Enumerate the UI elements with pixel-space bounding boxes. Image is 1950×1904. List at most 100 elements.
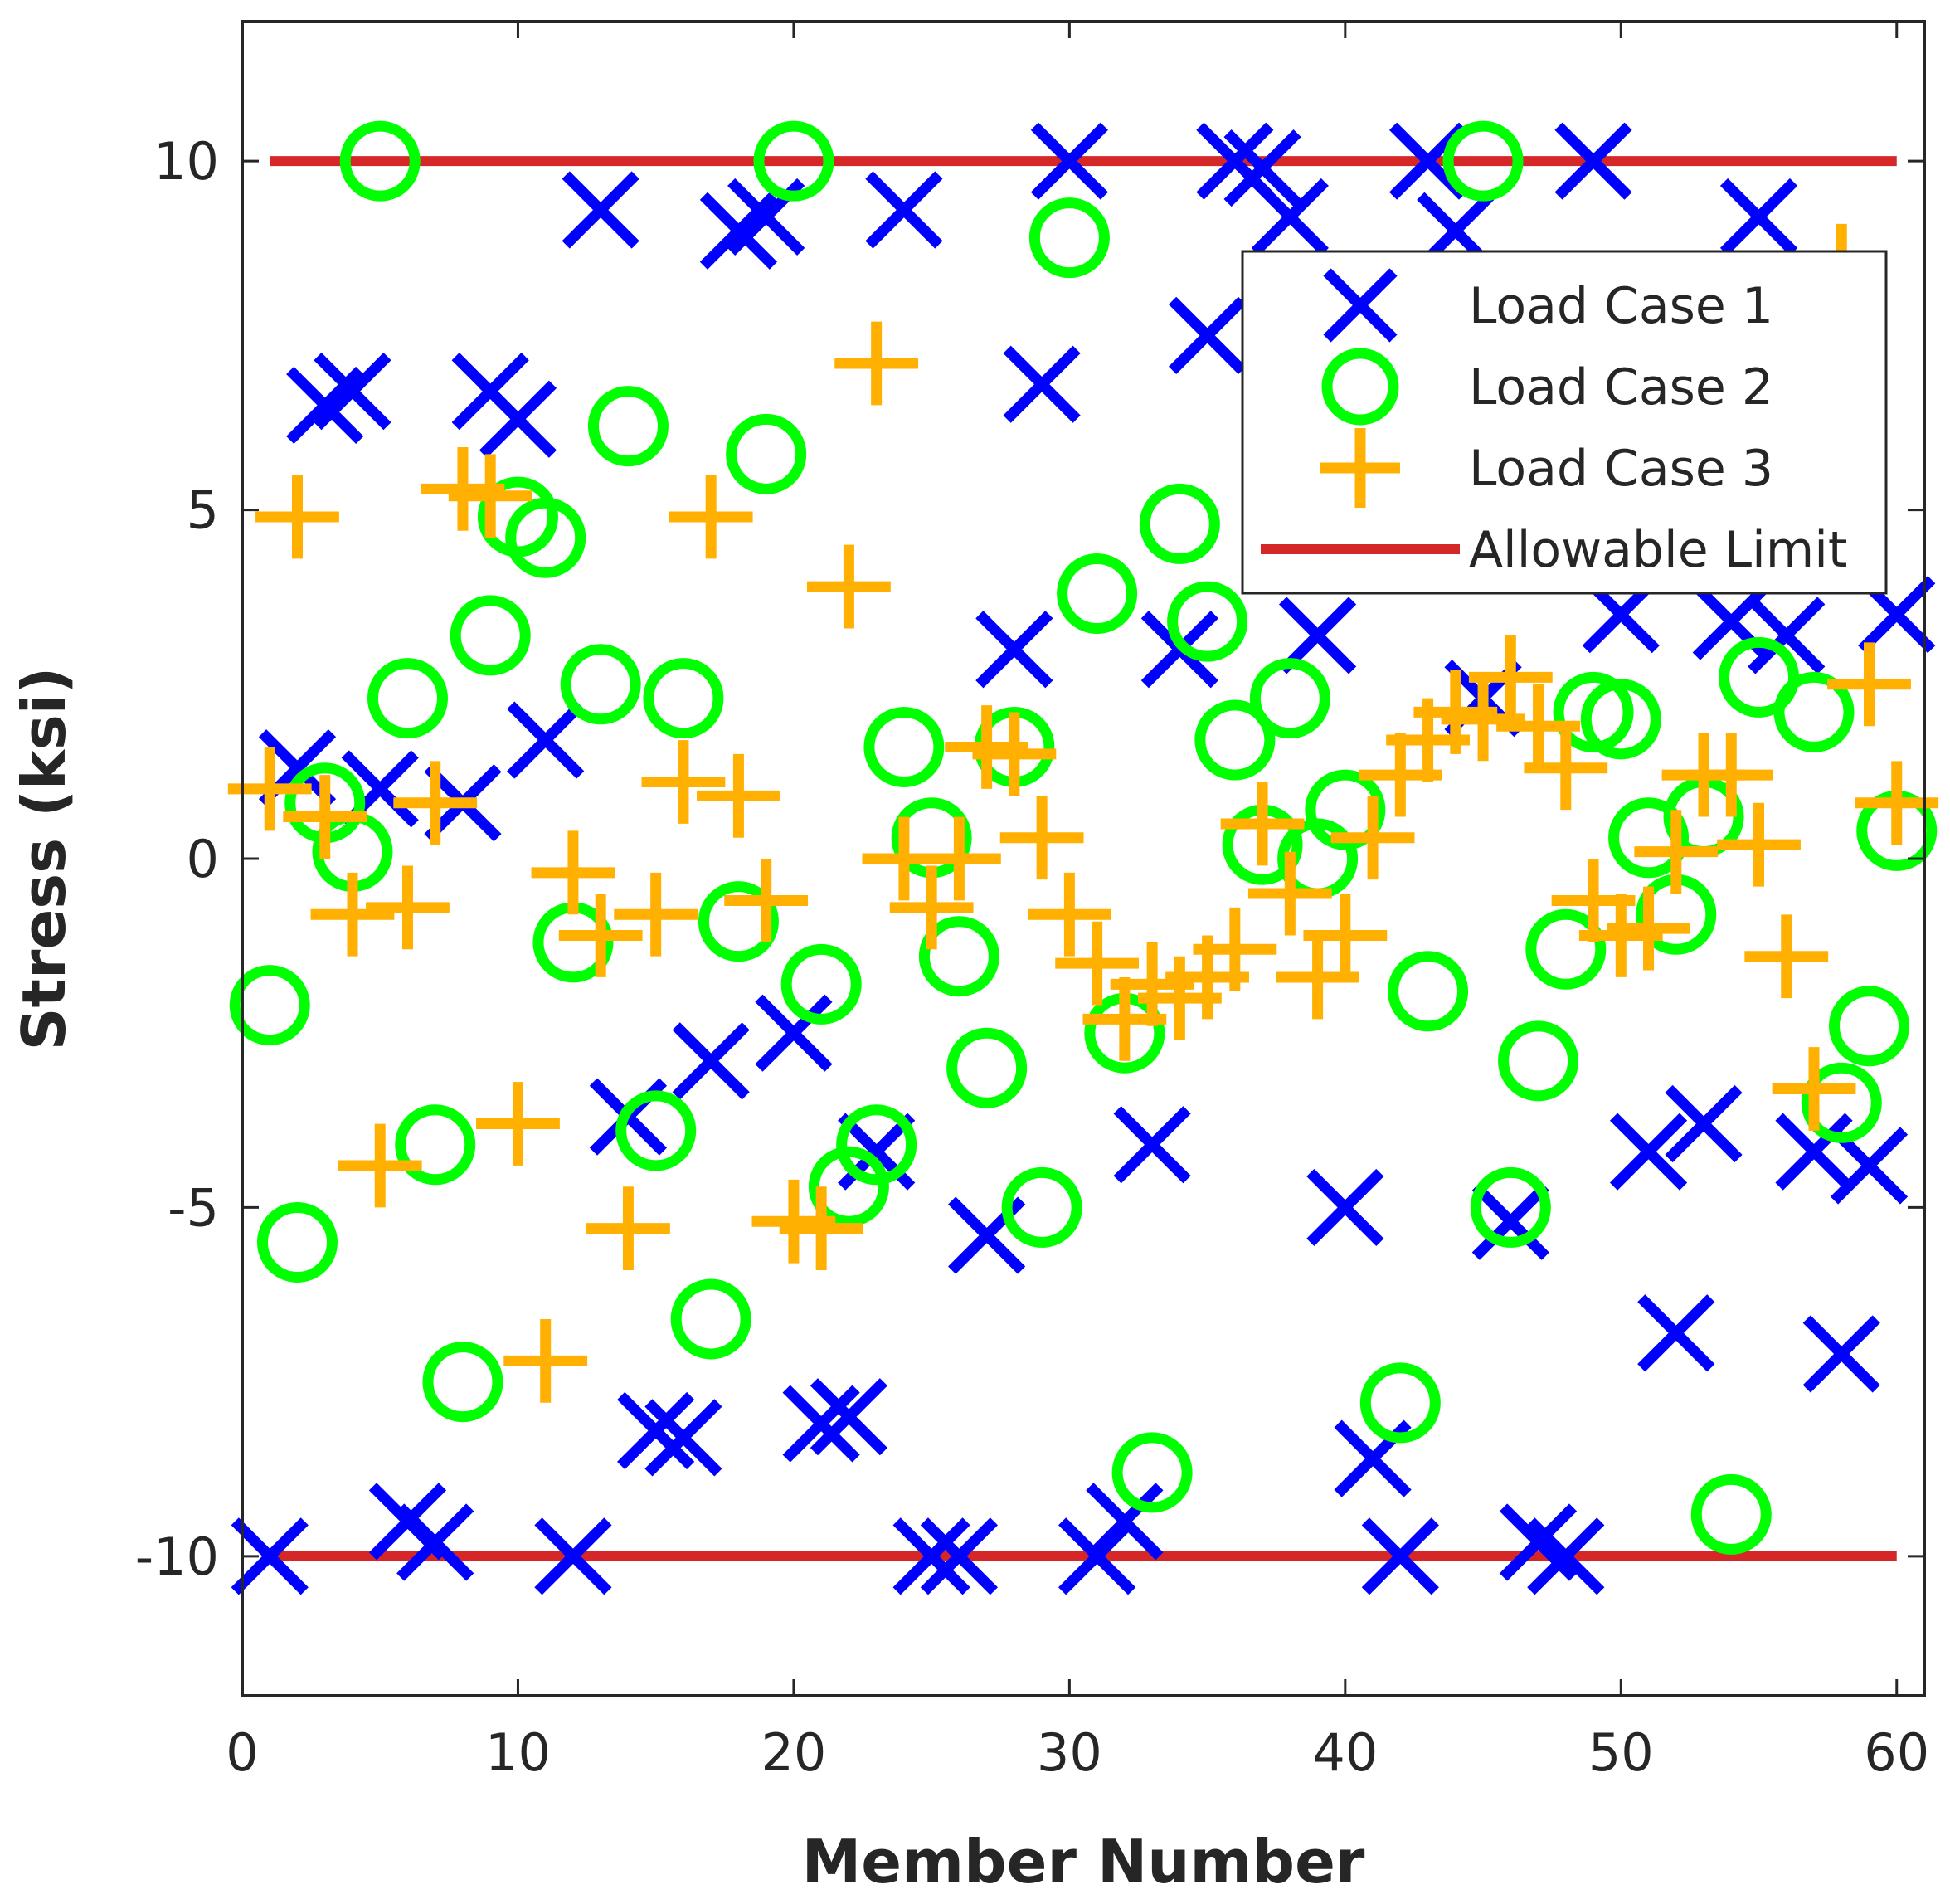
marker-load-case-2-member-57: [1773, 671, 1855, 752]
marker-load-case-2-member-51: [1608, 797, 1690, 879]
allowable-limit-lines: [270, 156, 1897, 1561]
marker-load-case-3-member-3: [283, 775, 367, 859]
marker-load-case-1-member-52: [1637, 1294, 1715, 1372]
x-tick-label: 50: [1588, 1722, 1654, 1783]
marker-load-case-1-member-35: [1169, 296, 1247, 374]
marker-load-case-3-member-54: [1689, 733, 1773, 817]
marker-load-case-3-member-30: [1027, 872, 1111, 957]
marker-load-case-3-member-22: [807, 544, 891, 629]
marker-load-case-2-member-26: [918, 916, 999, 997]
marker-load-case-2-member-50: [1580, 679, 1661, 760]
marker-load-case-3-member-38: [1247, 851, 1332, 936]
marker-load-case-2-member-15: [615, 1090, 697, 1171]
legend-label: Load Case 2: [1469, 358, 1773, 416]
marker-load-case-3-member-31: [1055, 921, 1140, 1006]
x-tick-label: 0: [226, 1722, 258, 1783]
marker-load-case-1-member-11: [507, 701, 585, 779]
marker-load-case-3-member-48: [1524, 726, 1608, 811]
marker-load-case-3-member-46: [1468, 635, 1553, 719]
marker-load-case-1-member-42: [1361, 1517, 1439, 1595]
marker-load-case-2-member-18: [698, 881, 779, 962]
marker-load-case-2-member-47: [1498, 1020, 1579, 1102]
marker-load-case-1-member-46: [1471, 1182, 1549, 1260]
marker-load-case-2-member-6: [367, 658, 448, 739]
marker-load-case-3-member-45: [1441, 677, 1525, 762]
marker-load-case-2-member-35: [1167, 581, 1248, 662]
marker-load-case-3-member-12: [531, 830, 615, 915]
marker-load-case-1-member-12: [534, 1517, 612, 1595]
marker-load-case-2-member-9: [450, 595, 531, 676]
marker-load-case-2-member-22: [808, 1146, 889, 1227]
marker-load-case-2-member-20: [753, 120, 834, 202]
marker-load-case-1-member-53: [1665, 1084, 1743, 1163]
marker-load-case-3-member-23: [834, 321, 919, 406]
marker-load-case-2-member-8: [422, 1342, 503, 1423]
marker-load-case-3-member-18: [697, 753, 780, 838]
marker-load-case-1-member-56: [1748, 597, 1826, 674]
marker-load-case-2-member-43: [1388, 951, 1469, 1032]
marker-load-case-2-member-2: [256, 1201, 338, 1283]
marker-load-case-2-member-27: [946, 1027, 1028, 1108]
x-tick-label: 10: [485, 1722, 551, 1783]
marker-load-case-1-member-51: [1609, 1113, 1688, 1191]
marker-load-case-1-member-28: [975, 611, 1053, 689]
marker-load-case-2-member-42: [1359, 1362, 1441, 1444]
marker-load-case-2-member-1: [229, 965, 310, 1046]
marker-load-case-3-member-59: [1827, 642, 1911, 727]
marker-load-case-3-member-28: [972, 712, 1057, 796]
x-tick-label: 40: [1312, 1722, 1378, 1783]
marker-load-case-3-member-11: [503, 1319, 588, 1403]
x-tick-label: 20: [761, 1722, 826, 1783]
marker-load-case-3-member-2: [255, 475, 339, 559]
marker-load-case-2-member-13: [560, 644, 641, 725]
marker-load-case-3-member-37: [1220, 782, 1305, 866]
marker-load-case-3-member-39: [1276, 935, 1359, 1020]
marker-load-case-2-member-48: [1525, 908, 1607, 990]
marker-load-case-3-member-26: [917, 816, 1001, 901]
legend-label: Load Case 3: [1469, 440, 1773, 498]
marker-load-case-2-member-19: [726, 413, 807, 494]
marker-load-case-3-member-51: [1607, 886, 1690, 971]
legend-label: Load Case 1: [1469, 277, 1773, 335]
marker-load-case-2-member-36: [1194, 699, 1276, 781]
marker-load-case-1-member-29: [1003, 345, 1081, 423]
marker-load-case-3-member-36: [1193, 907, 1277, 991]
marker-load-case-1-member-22: [810, 1378, 888, 1456]
marker-load-case-2-member-34: [1139, 483, 1220, 564]
marker-load-case-2-member-40: [1305, 769, 1386, 850]
marker-load-case-2-member-33: [1111, 1432, 1193, 1513]
marker-load-case-1-member-33: [1113, 1106, 1191, 1184]
marker-load-case-1-member-32: [1086, 1483, 1164, 1561]
marker-load-case-1-member-48: [1527, 1517, 1605, 1595]
marker-load-case-2-member-17: [670, 1278, 751, 1360]
marker-load-case-1-member-38: [1251, 178, 1329, 256]
legend-entry: Load Case 2: [1321, 348, 1773, 426]
y-tick-label: 10: [153, 131, 219, 192]
marker-load-case-1-member-17: [672, 1022, 750, 1100]
marker-load-case-2-member-58: [1801, 1062, 1882, 1143]
marker-load-case-3-member-21: [779, 1186, 863, 1271]
marker-load-case-2-member-11: [505, 497, 586, 578]
series-load-case-3: [227, 223, 1939, 1403]
x-tick-label: 30: [1037, 1722, 1102, 1783]
legend-symbol-+: [1320, 428, 1400, 508]
marker-load-case-3-member-6: [366, 865, 450, 950]
marker-load-case-1-member-37: [1223, 129, 1301, 207]
y-tick-label: -5: [168, 1177, 219, 1238]
marker-load-case-3-member-5: [338, 1123, 422, 1208]
legend-symbol-o: [1321, 348, 1399, 426]
marker-load-case-1-member-55: [1719, 178, 1798, 256]
marker-load-case-1-member-30: [1030, 122, 1108, 200]
marker-load-case-3-member-13: [558, 894, 643, 977]
marker-load-case-3-member-52: [1634, 810, 1719, 894]
marker-load-case-3-member-4: [310, 872, 395, 957]
marker-load-case-2-member-7: [395, 1104, 476, 1186]
marker-load-case-1-member-15: [617, 1391, 695, 1470]
x-axis-title: Member Number: [802, 1827, 1365, 1897]
axis-ticks: 0 10 20 30 40 50 60 -10 -5 0 5 10: [135, 22, 1929, 1783]
marker-load-case-2-member-5: [339, 120, 421, 202]
marker-load-case-3-member-15: [614, 872, 698, 957]
legend: Load Case 1 Load Case 2 Load Case 3 Allowab…: [1241, 250, 1888, 595]
marker-load-case-2-member-31: [1057, 553, 1138, 634]
